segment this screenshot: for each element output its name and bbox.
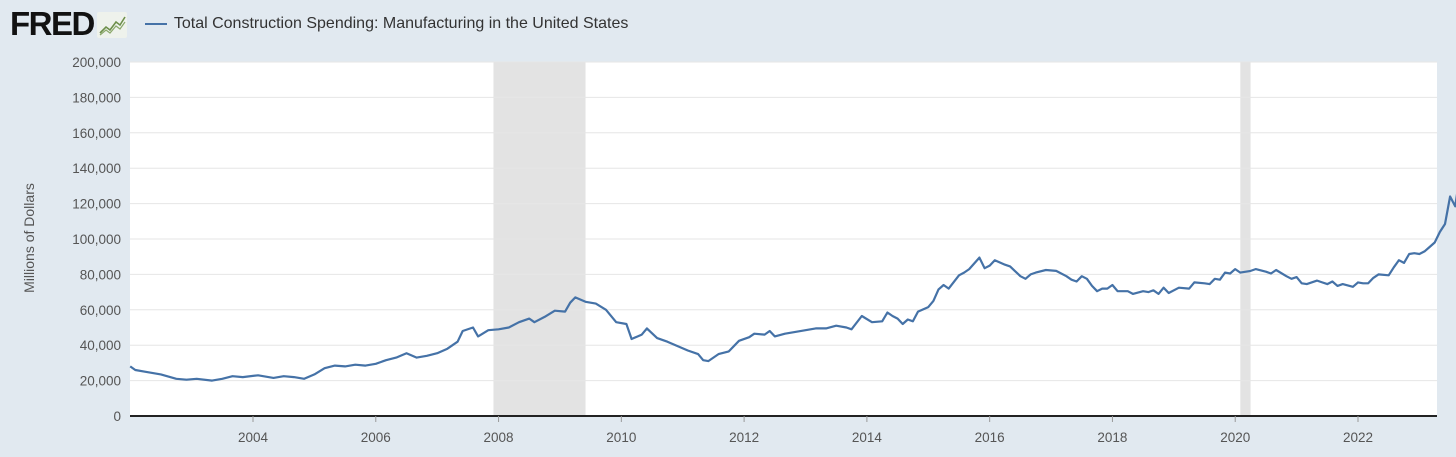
x-tick-label-8: 2020: [1220, 430, 1250, 445]
x-tick-label-2: 2008: [484, 430, 514, 445]
legend: Total Construction Spending: Manufacturi…: [144, 15, 629, 33]
y-tick-label-6: 120,000: [72, 197, 121, 212]
y-tick-label-1: 20,000: [80, 374, 121, 389]
y-tick-label-4: 80,000: [80, 267, 121, 282]
gridlines: [130, 61, 1437, 382]
y-tick-label-8: 160,000: [72, 126, 121, 141]
axes: 0 20,000 40,000 60,000 80,000 100,000 120,000 1…: [72, 55, 1437, 445]
series-lines: [129, 193, 1456, 382]
legend-swatch: [144, 23, 167, 25]
x-tick-label-9: 2022: [1343, 430, 1373, 445]
chart-line-icon: [96, 12, 127, 38]
x-tick-label-4: 2012: [729, 430, 759, 445]
y-axis-title: Millions of Dollars: [21, 183, 37, 293]
x-tick-label-7: 2018: [1097, 430, 1127, 445]
y-tick-label-5: 100,000: [72, 232, 121, 247]
y-tick-label-3: 60,000: [80, 303, 121, 318]
y-tick-label-10: 200,000: [72, 55, 121, 70]
y-tick-label-0: 0: [113, 409, 121, 424]
header: FRED Total Construction Spending: Manufa…: [10, 6, 628, 42]
x-tick-label-5: 2014: [852, 430, 883, 445]
fred-logo[interactable]: FRED: [10, 5, 95, 42]
x-tick-label-1: 2006: [361, 430, 391, 445]
y-tick-label-9: 180,000: [72, 90, 121, 105]
x-tick-label-3: 2010: [606, 430, 636, 445]
y-tick-label-2: 40,000: [80, 338, 121, 353]
x-tick-label-6: 2016: [975, 430, 1005, 445]
series-line-0: [129, 193, 1456, 382]
legend-label[interactable]: Total Construction Spending: Manufacturi…: [173, 15, 629, 32]
x-tick-label-0: 2004: [238, 430, 269, 445]
y-tick-label-7: 140,000: [72, 161, 121, 176]
